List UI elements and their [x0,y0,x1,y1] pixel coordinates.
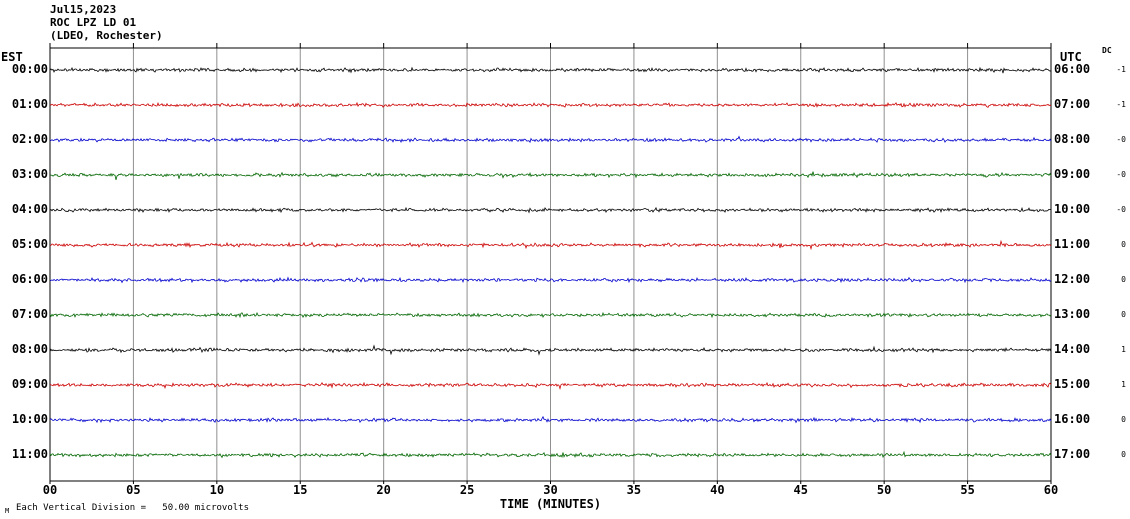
row-label-utc: 06:00 [1054,62,1091,76]
row-label-utc: 07:00 [1054,97,1091,111]
dc-value: 0 [1121,415,1126,424]
dc-value: 0 [1121,450,1126,459]
dc-value: -1 [1116,100,1126,109]
x-tick-label: 10 [209,483,225,497]
x-tick-label: 15 [293,483,308,497]
header-station-location: (LDEO, Rochester) [50,29,163,42]
row-label-est: 01:00 [11,97,48,111]
scale-marker-glyph: M [5,507,10,515]
x-tick-label: 50 [876,483,892,497]
row-label-est: 08:00 [11,342,48,356]
row-label-est: 03:00 [11,167,48,181]
dc-value: 1 [1121,380,1126,389]
x-tick-label: 60 [1043,483,1059,497]
trace-polyline [49,276,1052,284]
row-label-utc: 13:00 [1054,307,1091,321]
row-label-utc: 15:00 [1054,377,1091,391]
row-label-est: 05:00 [11,237,48,251]
trace-polyline [49,415,1052,424]
header-station-code: ROC LPZ LD 01 [50,16,137,29]
right-axis-title-utc: UTC [1060,50,1082,64]
row-label-utc: 08:00 [1054,132,1091,146]
vertical-scale-note: Each Vertical Division = 50.00 microvolt… [16,503,249,513]
trace-polyline [49,311,1052,319]
dc-value: 0 [1121,275,1126,284]
row-label-utc: 09:00 [1054,167,1091,181]
x-tick-label: 20 [376,483,391,497]
header-date: Jul15,2023 [50,3,117,16]
trace-polyline [49,450,1052,459]
x-tick-label: 00 [42,483,58,497]
row-label-est: 10:00 [11,412,48,426]
dc-value: -0 [1116,170,1126,179]
trace-polyline [49,66,1052,74]
dc-value: 0 [1121,310,1126,319]
x-tick-label: 25 [459,483,475,497]
x-tick-label: 45 [793,483,808,497]
trace-polyline [49,381,1052,391]
x-tick-label: 05 [126,483,141,497]
dc-value: -1 [1116,65,1126,74]
trace-polyline [49,344,1052,356]
trace-polyline [49,101,1052,108]
row-label-est: 06:00 [11,272,48,286]
row-label-est: 02:00 [11,132,48,146]
row-label-utc: 16:00 [1054,412,1091,426]
dc-value: -0 [1116,205,1126,214]
x-axis-title: TIME (MINUTES) [499,497,602,511]
dc-value: -0 [1116,135,1126,144]
x-tick-label: 40 [710,483,725,497]
trace-polyline [49,239,1052,251]
row-label-est: 09:00 [11,377,48,391]
row-label-utc: 10:00 [1054,202,1091,216]
dc-column-header: DC [1102,46,1112,55]
x-tick-label: 55 [960,483,975,497]
row-label-est: 11:00 [11,447,48,461]
row-label-utc: 11:00 [1054,237,1091,251]
row-label-utc: 17:00 [1054,447,1091,461]
row-label-est: 00:00 [11,62,48,76]
dc-value: 0 [1121,240,1126,249]
row-label-est: 04:00 [11,202,48,216]
row-label-utc: 14:00 [1054,342,1091,356]
x-tick-label: 35 [626,483,642,497]
trace-polyline [49,135,1052,144]
left-axis-title-est: EST [1,50,23,64]
x-tick-label: 30 [543,483,558,497]
dc-value: 1 [1121,345,1126,354]
row-label-utc: 12:00 [1054,272,1091,286]
trace-polyline [49,171,1052,180]
row-label-est: 07:00 [11,307,48,321]
trace-polyline [49,206,1052,214]
